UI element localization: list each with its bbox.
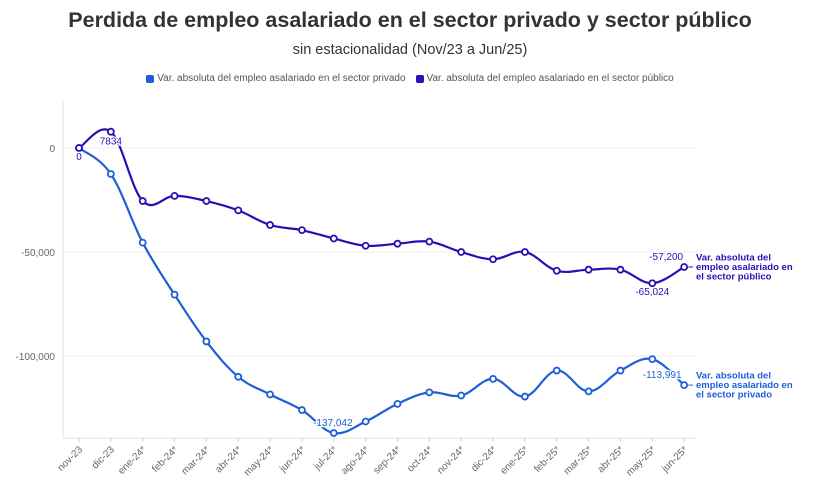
data-label: 0 bbox=[76, 152, 82, 163]
x-tick-label: jun-24* bbox=[277, 444, 308, 475]
end-label-privado: Var. absoluta del bbox=[696, 371, 771, 382]
data-label: -137,042 bbox=[313, 418, 353, 429]
data-point-privado[interactable] bbox=[202, 337, 211, 346]
legend-swatch-publico bbox=[415, 74, 424, 83]
data-point-privado[interactable] bbox=[106, 170, 115, 178]
legend-item-publico[interactable]: Var. absoluta del empleo asalariado en e… bbox=[415, 73, 674, 84]
data-point-publico[interactable] bbox=[298, 226, 306, 235]
data-point-publico[interactable] bbox=[170, 191, 179, 200]
x-tick-label: jul-24* bbox=[311, 444, 340, 473]
data-point-privado[interactable] bbox=[457, 391, 466, 400]
x-tick-label: oct-24* bbox=[405, 444, 435, 474]
chart-title: Perdida de empleo asalariado en el secto… bbox=[68, 8, 752, 32]
data-point-publico[interactable] bbox=[234, 206, 243, 215]
legend-label-publico: Var. absoluta del empleo asalariado en e… bbox=[426, 73, 674, 84]
x-tick-label: sep-24* bbox=[371, 444, 403, 476]
data-point-publico[interactable] bbox=[202, 197, 211, 205]
data-point-privado[interactable] bbox=[616, 366, 625, 375]
data-point-privado[interactable] bbox=[266, 390, 275, 399]
data-point-publico[interactable] bbox=[425, 237, 434, 246]
series-line-privado bbox=[78, 147, 685, 435]
data-point-privado[interactable] bbox=[298, 406, 306, 414]
data-label: -65,024 bbox=[635, 287, 669, 298]
chart-subtitle: sin estacionalidad (Nov/23 a Jun/25) bbox=[292, 42, 528, 58]
data-point-privado[interactable] bbox=[393, 399, 402, 408]
x-tick-label: feb-24* bbox=[150, 444, 181, 475]
data-point-privado[interactable] bbox=[489, 374, 497, 383]
data-point-publico[interactable] bbox=[521, 248, 529, 256]
data-point-publico[interactable] bbox=[393, 239, 402, 248]
x-tick-label: mar-24* bbox=[180, 444, 213, 477]
data-point-publico[interactable] bbox=[552, 266, 561, 275]
end-label-publico: el sector público bbox=[696, 271, 772, 282]
data-point-publico[interactable] bbox=[106, 127, 115, 136]
data-point-privado[interactable] bbox=[552, 366, 561, 375]
data-point-publico[interactable] bbox=[138, 197, 147, 205]
x-tick-label: nov-23 bbox=[56, 444, 86, 474]
legend: Var. absoluta del empleo asalariado en e… bbox=[0, 73, 820, 84]
x-tick-label: jun-25* bbox=[659, 444, 690, 475]
series-line-publico bbox=[78, 128, 685, 285]
data-point-privado[interactable] bbox=[521, 392, 529, 401]
data-point-privado[interactable] bbox=[170, 290, 179, 299]
data-point-publico[interactable] bbox=[75, 144, 83, 152]
x-tick-label: ago-24* bbox=[339, 444, 372, 477]
data-point-privado[interactable] bbox=[648, 355, 657, 364]
data-point-publico[interactable] bbox=[489, 255, 497, 264]
data-point-publico[interactable] bbox=[584, 265, 593, 274]
x-tick-label: nov-24* bbox=[435, 444, 467, 476]
data-point-publico[interactable] bbox=[457, 248, 466, 256]
data-point-publico[interactable] bbox=[648, 279, 657, 288]
end-label-privado: el sector privado bbox=[696, 390, 772, 401]
data-point-publico[interactable] bbox=[680, 263, 689, 271]
x-tick-label: dic-24* bbox=[469, 444, 499, 474]
data-point-privado[interactable] bbox=[329, 429, 338, 437]
data-point-privado[interactable] bbox=[584, 387, 593, 396]
data-point-publico[interactable] bbox=[266, 221, 275, 229]
x-tick-label: dic-23 bbox=[90, 444, 117, 471]
legend-swatch-privado bbox=[146, 74, 155, 83]
data-label: 7834 bbox=[100, 137, 123, 148]
legend-item-privado[interactable]: Var. absoluta del empleo asalariado en e… bbox=[146, 73, 406, 84]
data-point-privado[interactable] bbox=[361, 417, 370, 426]
y-tick-label: -50,000 bbox=[21, 248, 55, 259]
data-label: -113,991 bbox=[643, 370, 682, 381]
data-point-publico[interactable] bbox=[616, 265, 625, 274]
x-tick-label: ene-25* bbox=[498, 444, 531, 477]
x-tick-label: feb-25* bbox=[532, 444, 563, 475]
x-tick-label: may-24* bbox=[242, 444, 276, 478]
data-point-privado[interactable] bbox=[680, 381, 689, 390]
legend-label-privado: Var. absoluta del empleo asalariado en e… bbox=[157, 73, 406, 84]
data-label: -57,200 bbox=[649, 252, 683, 263]
data-point-publico[interactable] bbox=[361, 241, 370, 250]
data-point-privado[interactable] bbox=[138, 238, 147, 247]
x-tick-label: abr-24* bbox=[213, 444, 244, 475]
end-label-publico: empleo asalariado en bbox=[696, 262, 793, 273]
x-tick-label: abr-25* bbox=[596, 444, 627, 475]
y-tick-label: 0 bbox=[49, 144, 55, 155]
data-point-publico[interactable] bbox=[329, 234, 338, 243]
end-label-privado: empleo asalariado en bbox=[696, 380, 793, 391]
y-tick-label: -100,000 bbox=[16, 352, 56, 363]
x-tick-label: ene-24* bbox=[116, 444, 149, 477]
x-tick-label: mar-25* bbox=[562, 444, 595, 477]
data-point-privado[interactable] bbox=[234, 372, 243, 381]
x-tick-label: may-25* bbox=[624, 444, 658, 478]
data-point-privado[interactable] bbox=[425, 388, 434, 397]
end-label-publico: Var. absoluta del bbox=[696, 252, 771, 263]
